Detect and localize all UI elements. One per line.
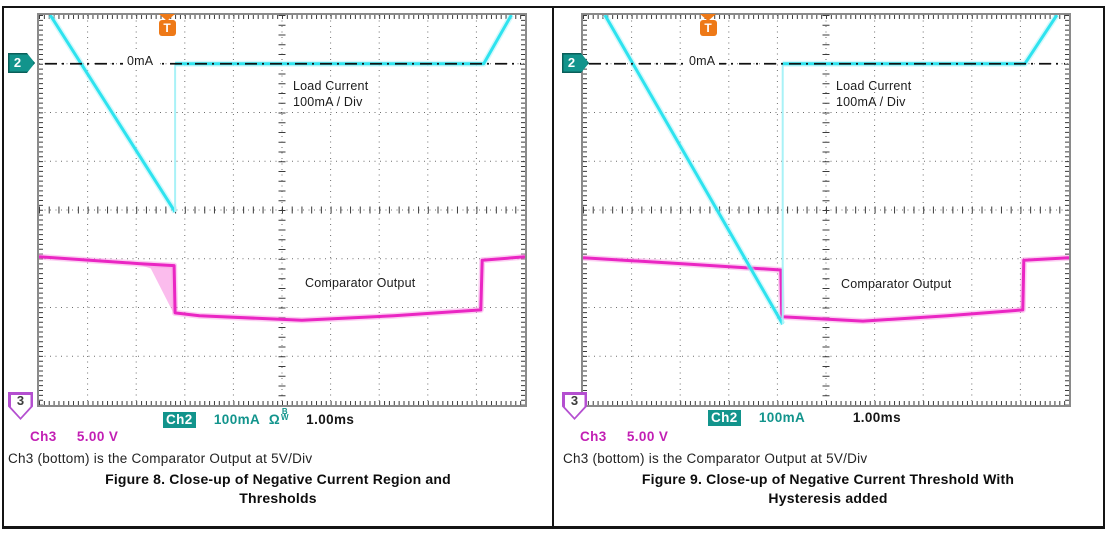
ch3-tag-number: 3 xyxy=(16,393,25,408)
figure-note: Ch3 (bottom) is the Comparator Output at… xyxy=(8,451,313,466)
ohm-coupling-icon: Ω xyxy=(268,412,281,427)
figure-title-line1: Figure 9. Close-up of Negative Current T… xyxy=(641,471,1015,487)
timebase-value: 1.00ms xyxy=(852,410,901,425)
comparator-output-label: Comparator Output xyxy=(305,276,416,290)
ch2-tag-icon xyxy=(562,53,589,73)
load-current-label-line1: Load Current xyxy=(836,79,912,93)
scope-plot-fig9 xyxy=(583,15,1069,405)
load-current-label-line2: 100mA / Div xyxy=(836,95,906,109)
ch2-badge: Ch2 xyxy=(163,412,196,428)
ch3-label: Ch3 xyxy=(580,429,607,444)
figure-note: Ch3 (bottom) is the Comparator Output at… xyxy=(563,451,868,466)
ch2-tag-number: 2 xyxy=(13,55,22,70)
ch3-scale-value: 5.00 V xyxy=(76,429,119,444)
ch3-scale-value: 5.00 V xyxy=(626,429,669,444)
load-current-label: Load Current 100mA / Div xyxy=(836,78,911,110)
ch3-position-marker: 3 xyxy=(8,392,33,420)
figure-title-line1: Figure 8. Close-up of Negative Current R… xyxy=(105,471,451,487)
figure9-panel: T 0mA Load Current 100mA / Div Comparato… xyxy=(555,8,1101,526)
figure8-panel: T 0mA Load Current 100mA / Div Comparato… xyxy=(4,8,552,526)
trigger-marker: T xyxy=(157,14,177,42)
figure-title-line2: Hysteresis added xyxy=(768,490,888,506)
load-current-label: Load Current 100mA / Div xyxy=(293,78,368,110)
scope-plot-fig8 xyxy=(39,15,525,405)
outer-border: T 0mA Load Current 100mA / Div Comparato… xyxy=(2,6,1105,529)
panel-divider xyxy=(552,8,554,526)
load-current-label-line2: 100mA / Div xyxy=(293,95,363,109)
scope-capture-fig9: T 0mA Load Current 100mA / Div Comparato… xyxy=(581,13,1071,407)
comparator-output-label: Comparator Output xyxy=(841,277,952,291)
ch2-tag-icon xyxy=(8,53,35,73)
figure-title-line2: Thresholds xyxy=(239,490,317,506)
ch3-tag-number: 3 xyxy=(570,393,579,408)
trigger-t-icon: T xyxy=(158,20,176,36)
ch3-readout: Ch3 5.00 V xyxy=(30,428,118,446)
ch2-readout: Ch2 100mA 1.00ms xyxy=(708,409,901,427)
ch2-badge: Ch2 xyxy=(708,410,741,426)
ch3-position-marker: 3 xyxy=(562,392,587,420)
trigger-arrow-icon xyxy=(159,14,175,21)
load-current-label-line1: Load Current xyxy=(293,79,369,93)
ch2-scale-value: 100mA xyxy=(758,410,805,425)
ch2-position-marker: 2 xyxy=(562,53,589,73)
ch3-readout: Ch3 5.00 V xyxy=(580,428,668,446)
ch3-label: Ch3 xyxy=(30,429,57,444)
ch2-scale-value: 100mA xyxy=(213,412,260,427)
trigger-marker: T xyxy=(698,14,718,42)
ch2-position-marker: 2 xyxy=(8,53,35,73)
trigger-t-icon: T xyxy=(699,20,717,36)
ch2-tag-number: 2 xyxy=(567,55,576,70)
zero-ma-label: 0mA xyxy=(123,53,158,69)
zero-ma-label: 0mA xyxy=(685,53,720,69)
trigger-arrow-icon xyxy=(700,14,716,21)
timebase-value: 1.00ms xyxy=(306,412,355,427)
scope-capture-fig8: T 0mA Load Current 100mA / Div Comparato… xyxy=(37,13,527,407)
